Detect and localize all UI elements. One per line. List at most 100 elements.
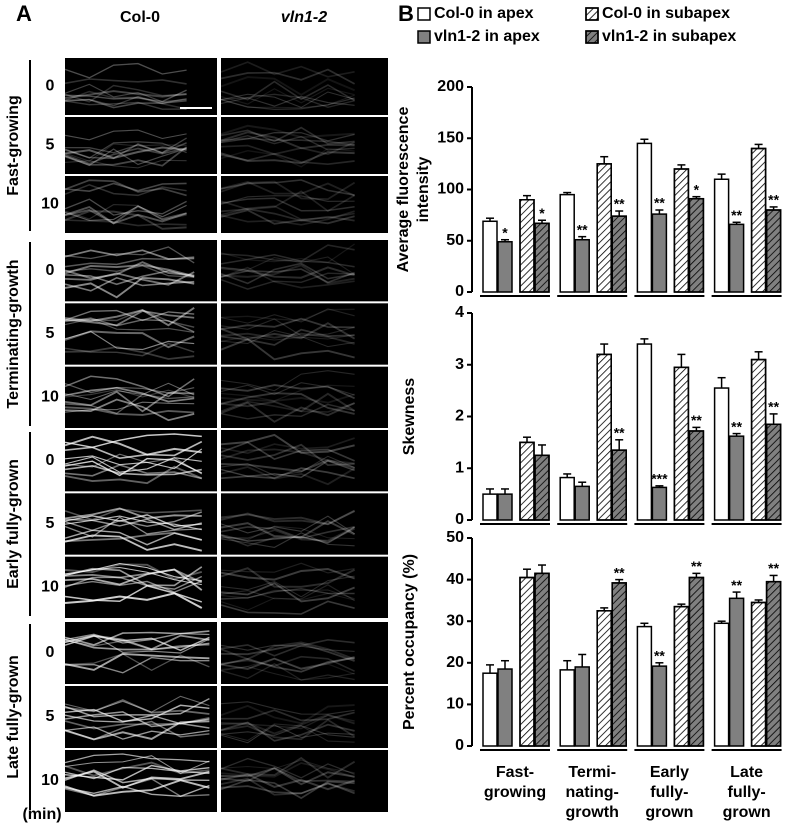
y-tick-label: 150 [437, 129, 464, 146]
filament [64, 246, 195, 264]
filament [220, 151, 355, 165]
filament [220, 642, 355, 662]
filament [221, 709, 355, 722]
filament [220, 656, 355, 670]
filament [220, 126, 355, 145]
legend-label: Col-0 in apex [434, 5, 534, 22]
time-label: 10 [41, 579, 59, 596]
filament [64, 465, 203, 485]
filament [64, 726, 210, 740]
filament [64, 146, 188, 167]
y-tick-label: 2 [455, 408, 464, 425]
x-tick-label: grown [723, 804, 771, 821]
y-tick-label: 100 [437, 181, 464, 198]
micrograph [221, 556, 388, 618]
group-label: Fast-growing [5, 95, 22, 195]
filament [64, 697, 210, 718]
bar-hatch [765, 580, 782, 747]
significance-label: * [539, 205, 545, 221]
filament [220, 459, 355, 473]
bar-hatch [519, 576, 535, 747]
filament [64, 90, 187, 99]
filament [64, 534, 203, 552]
x-tick-label: fully- [727, 784, 765, 801]
filament [220, 584, 355, 602]
filament [64, 264, 195, 278]
filament [220, 152, 355, 166]
filament [220, 725, 355, 738]
filament [64, 184, 187, 197]
filament [220, 657, 355, 675]
filament [220, 724, 355, 744]
filament [64, 62, 187, 79]
micrograph [221, 750, 388, 812]
filament [220, 525, 355, 541]
filament [220, 437, 355, 455]
filament [64, 390, 195, 413]
filament [220, 179, 355, 196]
significance-label: *** [651, 471, 668, 487]
filament [64, 204, 187, 221]
bar [651, 486, 668, 521]
filament [64, 205, 187, 225]
micrograph [65, 430, 217, 492]
filament [220, 95, 355, 107]
panel-label: B [398, 1, 414, 26]
filament [220, 466, 356, 486]
filament [64, 568, 203, 591]
filament [64, 401, 195, 413]
filament [220, 757, 355, 779]
filament [64, 531, 203, 543]
bar-hatch [673, 605, 690, 747]
filament [220, 137, 355, 146]
bar [713, 178, 730, 293]
filament [64, 389, 195, 399]
bar-hatch [611, 215, 627, 293]
bar-hatch [765, 209, 782, 293]
x-tick-label: Termi- [568, 764, 616, 781]
bar [559, 193, 575, 293]
filament [64, 779, 210, 797]
filament [220, 205, 355, 221]
filament [64, 508, 202, 521]
filament [64, 129, 187, 141]
filament [220, 509, 356, 526]
filament [220, 759, 355, 774]
bar-hatch [596, 353, 612, 521]
filament [64, 568, 203, 584]
filament [220, 80, 355, 102]
filament [64, 511, 203, 532]
significance-label: ** [614, 564, 625, 580]
filament [64, 309, 195, 322]
filament [220, 308, 355, 322]
filament [64, 507, 202, 520]
bar [651, 665, 668, 747]
filament [220, 644, 355, 652]
micrograph [65, 117, 217, 174]
filament [220, 568, 355, 581]
filament [64, 270, 195, 286]
filament [64, 580, 203, 593]
filament [64, 516, 202, 538]
filament [220, 91, 355, 108]
filament [64, 182, 187, 193]
filament [64, 346, 195, 360]
filament [220, 767, 355, 783]
bar [559, 476, 575, 521]
filament [220, 723, 355, 743]
filament [220, 767, 355, 786]
filament [220, 666, 355, 681]
filament [220, 520, 356, 539]
filament [64, 398, 195, 422]
filament [64, 634, 210, 654]
filament [220, 589, 355, 600]
significance-label: ** [654, 195, 665, 211]
filament [220, 663, 355, 681]
group-label: Late fully-grown [5, 655, 22, 779]
time-label: 0 [46, 78, 55, 95]
filament [64, 307, 195, 327]
bar-hatch [534, 222, 550, 293]
filament [220, 147, 355, 168]
filament [220, 76, 355, 96]
